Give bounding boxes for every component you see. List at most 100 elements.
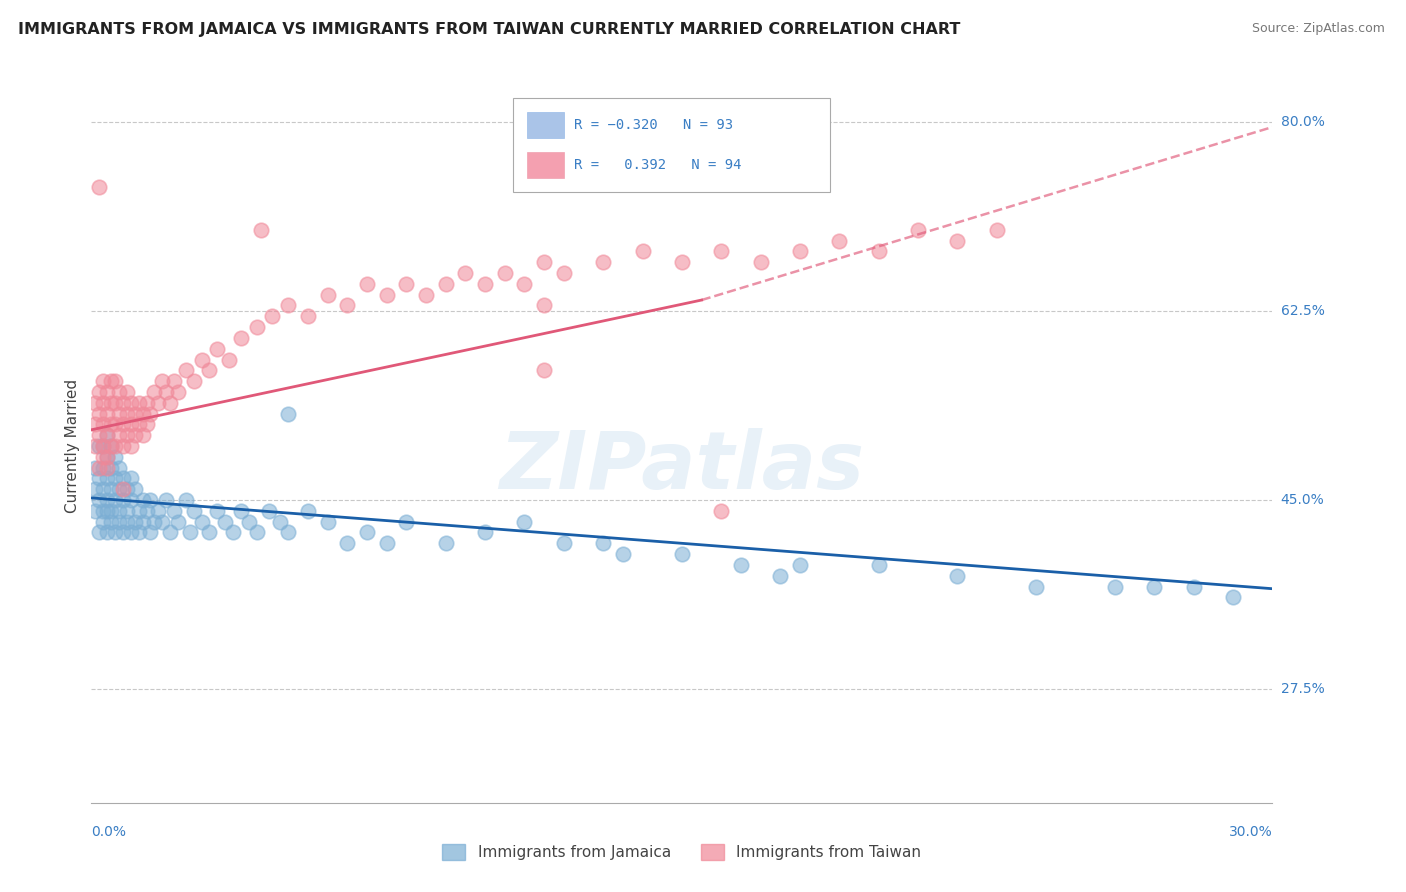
Point — [229, 504, 252, 518]
Point — [100, 504, 122, 518]
Text: 45.0%: 45.0% — [1281, 493, 1324, 507]
Point — [96, 471, 118, 485]
Text: 62.5%: 62.5% — [1281, 304, 1324, 318]
Point — [115, 384, 138, 399]
Point — [150, 515, 173, 529]
Point — [89, 179, 111, 194]
Point — [131, 428, 153, 442]
Point — [159, 525, 181, 540]
Point — [513, 515, 536, 529]
Point — [986, 223, 1008, 237]
Point — [434, 277, 457, 291]
Point — [229, 331, 252, 345]
Text: 0.0%: 0.0% — [91, 825, 127, 839]
Y-axis label: Currently Married: Currently Married — [65, 379, 80, 513]
Text: R =   0.392   N = 94: R = 0.392 N = 94 — [574, 158, 741, 172]
Point — [167, 515, 190, 529]
Point — [356, 525, 378, 540]
Point — [111, 396, 134, 410]
Point — [671, 255, 693, 269]
Point — [84, 482, 107, 496]
Point — [533, 363, 555, 377]
Point — [356, 277, 378, 291]
Point — [190, 515, 212, 529]
Point — [89, 493, 111, 508]
Point — [135, 396, 157, 410]
Point — [120, 439, 142, 453]
Point — [100, 515, 122, 529]
Point — [115, 428, 138, 442]
Point — [104, 374, 127, 388]
Point — [222, 525, 245, 540]
Point — [84, 396, 107, 410]
Point — [91, 439, 114, 453]
Point — [84, 504, 107, 518]
Point — [120, 396, 142, 410]
Point — [91, 515, 114, 529]
Text: Source: ZipAtlas.com: Source: ZipAtlas.com — [1251, 22, 1385, 36]
Point — [297, 504, 319, 518]
Point — [91, 396, 114, 410]
Point — [128, 525, 150, 540]
Point — [868, 558, 890, 572]
Point — [128, 396, 150, 410]
Point — [89, 407, 111, 421]
Point — [96, 428, 118, 442]
Point — [89, 439, 111, 453]
Point — [100, 460, 122, 475]
Point — [150, 374, 173, 388]
Point — [828, 234, 851, 248]
Point — [104, 439, 127, 453]
Point — [612, 547, 634, 561]
Point — [513, 277, 536, 291]
Point — [179, 525, 201, 540]
Point — [297, 310, 319, 324]
Point — [277, 407, 299, 421]
Point — [104, 417, 127, 432]
Point — [89, 384, 111, 399]
Point — [174, 363, 197, 377]
Point — [474, 277, 496, 291]
Point — [336, 298, 359, 312]
Point — [124, 482, 146, 496]
Point — [100, 396, 122, 410]
Point — [671, 547, 693, 561]
Point — [246, 525, 269, 540]
Point — [375, 287, 398, 301]
Point — [111, 471, 134, 485]
Text: 27.5%: 27.5% — [1281, 682, 1324, 697]
Point — [155, 384, 177, 399]
Point — [375, 536, 398, 550]
Point — [91, 450, 114, 464]
Point — [115, 504, 138, 518]
Point — [89, 525, 111, 540]
Point — [96, 493, 118, 508]
Point — [108, 460, 131, 475]
Point — [96, 450, 118, 464]
Point — [115, 515, 138, 529]
Point — [104, 471, 127, 485]
Point — [155, 493, 177, 508]
Point — [89, 460, 111, 475]
Point — [100, 439, 122, 453]
Point — [96, 450, 118, 464]
Point — [946, 234, 969, 248]
Point — [434, 536, 457, 550]
Point — [96, 460, 118, 475]
Point — [104, 396, 127, 410]
Point — [115, 482, 138, 496]
Point — [120, 417, 142, 432]
Point — [139, 407, 162, 421]
Point — [108, 407, 131, 421]
Point — [104, 450, 127, 464]
Point — [789, 558, 811, 572]
Point — [183, 374, 205, 388]
Point — [120, 525, 142, 540]
Point — [553, 536, 575, 550]
Point — [218, 352, 240, 367]
Point — [89, 471, 111, 485]
Point — [395, 277, 418, 291]
Point — [91, 439, 114, 453]
Point — [100, 439, 122, 453]
Point — [336, 536, 359, 550]
